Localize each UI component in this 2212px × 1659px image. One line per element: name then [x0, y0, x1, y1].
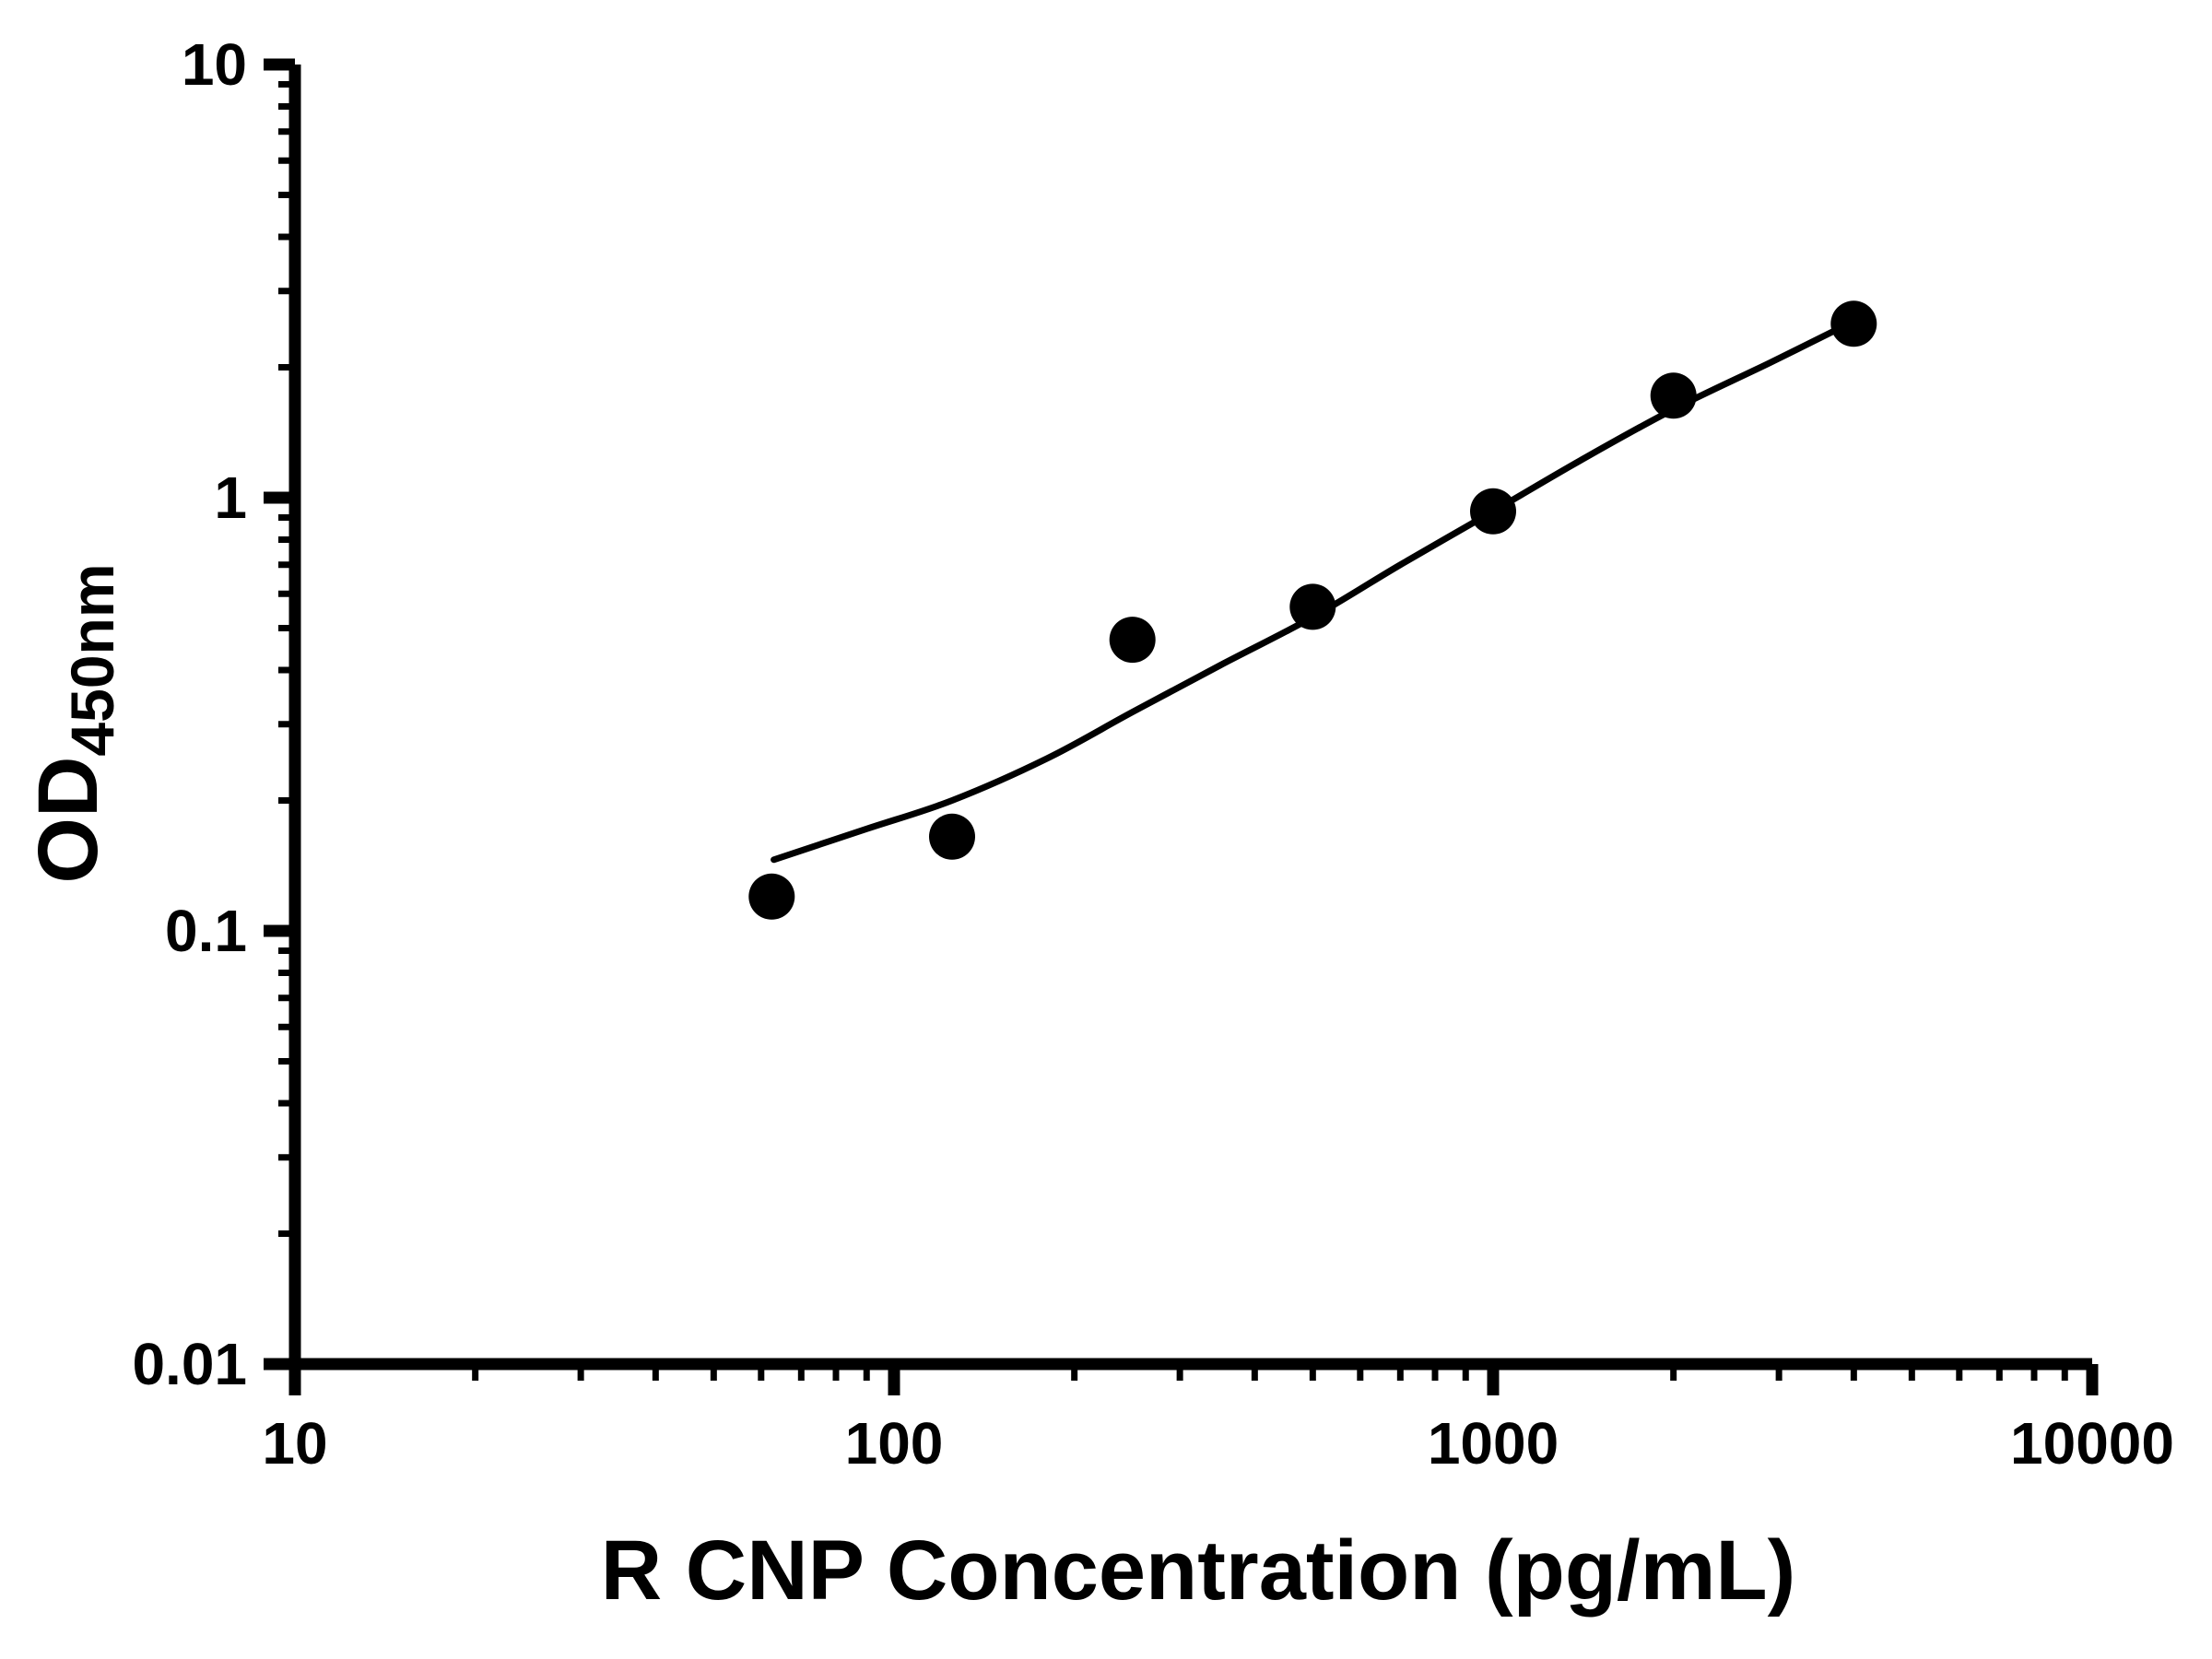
- y-tick-label: 10: [182, 31, 247, 98]
- data-point: [1470, 488, 1516, 535]
- y-tick-label: 0.1: [165, 898, 247, 964]
- y-tick-label: 0.01: [132, 1331, 247, 1397]
- x-tick-label: 100: [845, 1410, 944, 1477]
- y-axis-title-main: OD: [21, 757, 115, 884]
- x-tick-label: 10000: [2010, 1410, 2174, 1477]
- y-axis-title: OD450nm: [21, 563, 126, 883]
- tick-labels-layer: 10 100 1000 10000 0.01 0.1 1 10: [132, 31, 2174, 1477]
- axes-layer: [288, 65, 2092, 1371]
- data-point: [1650, 372, 1697, 419]
- x-tick-label: 10: [262, 1410, 327, 1477]
- data-point: [1830, 300, 1877, 347]
- data-point: [929, 813, 975, 860]
- data-point: [1289, 583, 1336, 630]
- x-axis-title: R CNP Concentration (pg/mL): [601, 1524, 1796, 1618]
- ticks-layer: [264, 58, 2099, 1395]
- axes-spine: [288, 65, 2092, 1371]
- series-layer: [748, 300, 1877, 920]
- data-point: [1109, 617, 1156, 664]
- y-axis-title-sub: 450nm: [58, 563, 126, 756]
- x-tick-label: 1000: [1428, 1410, 1559, 1477]
- data-point: [748, 873, 795, 920]
- y-tick-label: 1: [214, 465, 247, 531]
